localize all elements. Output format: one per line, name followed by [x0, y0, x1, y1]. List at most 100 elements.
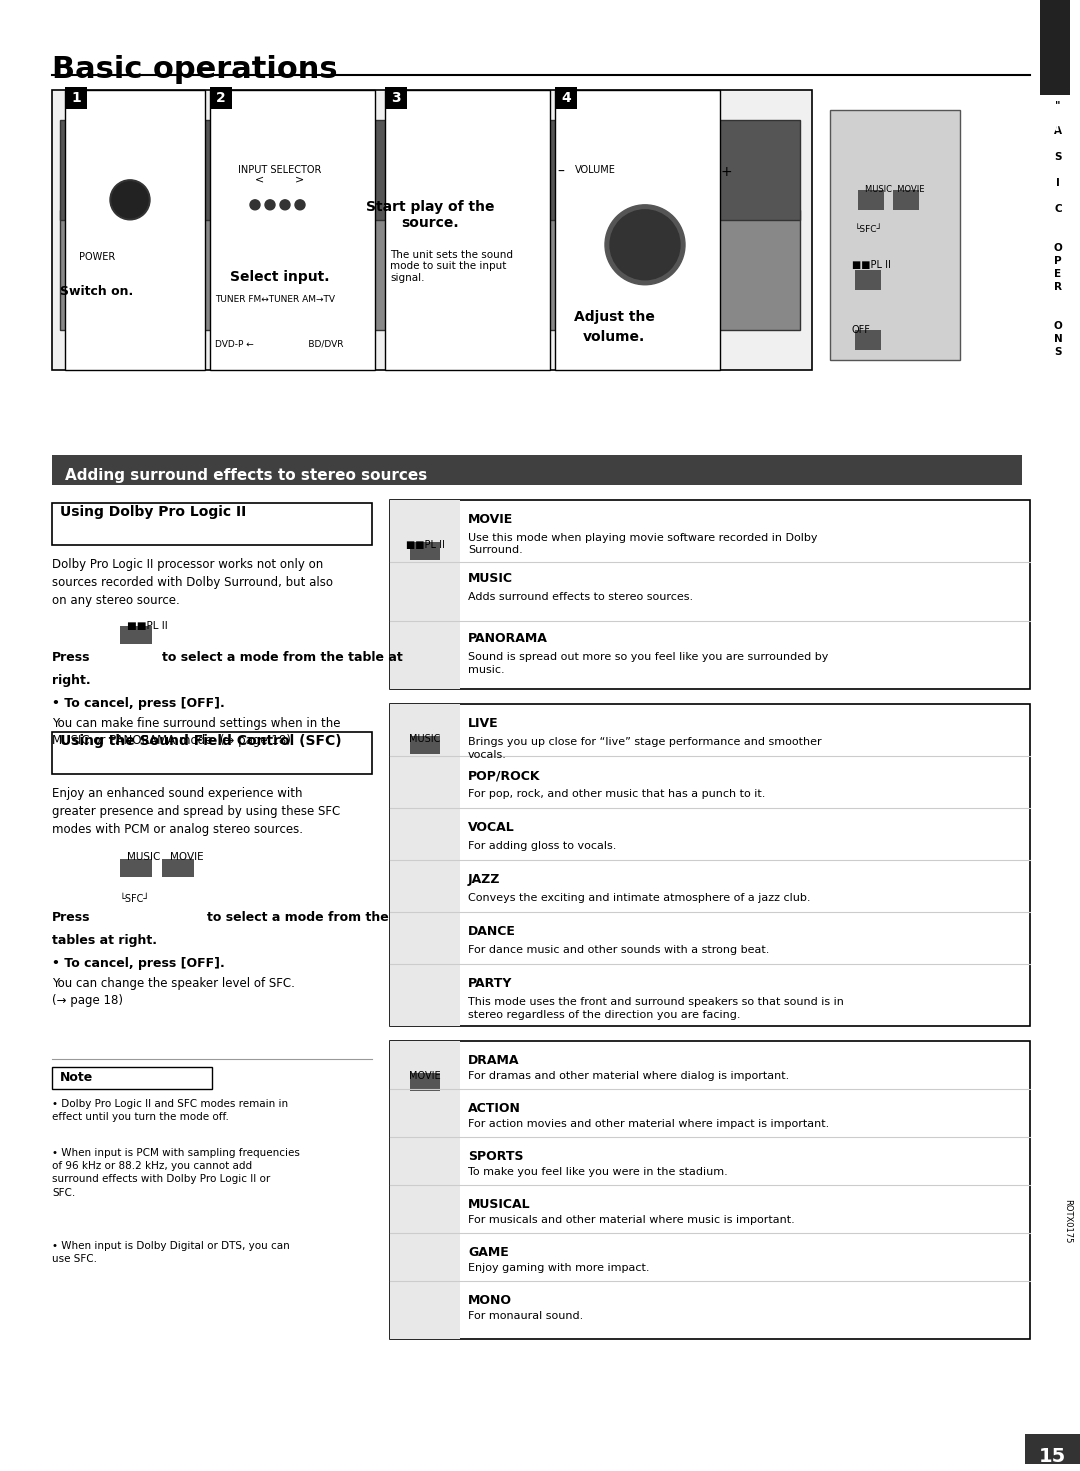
Text: Adds surround effects to stereo sources.: Adds surround effects to stereo sources. [468, 593, 693, 603]
Text: • To cancel, press [OFF].: • To cancel, press [OFF]. [52, 697, 225, 710]
Text: 4: 4 [562, 91, 571, 104]
Text: You can make fine surround settings when in the
MUSIC or PANORAMA mode. (→ page : You can make fine surround settings when… [52, 718, 340, 747]
FancyBboxPatch shape [384, 87, 407, 109]
Text: • To cancel, press [OFF].: • To cancel, press [OFF]. [52, 958, 225, 971]
FancyBboxPatch shape [555, 90, 720, 369]
FancyBboxPatch shape [410, 541, 440, 559]
Text: Using the Sound Field Control (SFC): Using the Sound Field Control (SFC) [60, 734, 341, 749]
Text: For pop, rock, and other music that has a punch to it.: For pop, rock, and other music that has … [468, 790, 766, 799]
Text: Basic operations: Basic operations [52, 54, 338, 84]
Text: You can change the speaker level of SFC.
(→ page 18): You can change the speaker level of SFC.… [52, 977, 295, 1008]
Text: O: O [1054, 243, 1063, 253]
Text: +: + [720, 165, 731, 179]
Text: MUSIC: MUSIC [127, 852, 160, 862]
Text: Adjust the: Adjust the [573, 310, 654, 324]
Text: TUNER FM↔TUNER AM→TV: TUNER FM↔TUNER AM→TV [215, 294, 335, 303]
FancyBboxPatch shape [65, 90, 205, 369]
Text: MONO: MONO [468, 1294, 512, 1306]
Text: • When input is PCM with sampling frequencies
of 96 kHz or 88.2 kHz, you cannot : • When input is PCM with sampling freque… [52, 1147, 300, 1197]
Text: GAME: GAME [468, 1246, 509, 1259]
Text: For dance music and other sounds with a strong beat.: For dance music and other sounds with a … [468, 946, 769, 955]
Text: MUSIC: MUSIC [468, 572, 513, 585]
FancyBboxPatch shape [1040, 0, 1070, 96]
Text: Sound is spread out more so you feel like you are surrounded by
music.: Sound is spread out more so you feel lik… [468, 653, 828, 675]
FancyBboxPatch shape [120, 859, 152, 877]
Text: • Dolby Pro Logic II and SFC modes remain in
effect until you turn the mode off.: • Dolby Pro Logic II and SFC modes remai… [52, 1099, 288, 1122]
Text: O: O [1054, 321, 1063, 331]
Text: DANCE: DANCE [468, 925, 516, 938]
FancyBboxPatch shape [410, 1072, 440, 1091]
FancyBboxPatch shape [52, 503, 372, 544]
FancyBboxPatch shape [52, 455, 1022, 484]
Text: For action movies and other material where impact is important.: For action movies and other material whe… [468, 1119, 829, 1130]
Text: To make you feel like you were in the stadium.: To make you feel like you were in the st… [468, 1167, 728, 1177]
Text: Note: Note [60, 1071, 93, 1084]
Text: ■■PL II: ■■PL II [127, 621, 167, 631]
Text: 1: 1 [71, 91, 81, 104]
Text: MUSIC: MUSIC [409, 734, 441, 744]
Text: 15: 15 [1038, 1447, 1066, 1465]
FancyBboxPatch shape [855, 269, 881, 290]
Text: Start play of the
source.: Start play of the source. [366, 200, 495, 229]
FancyBboxPatch shape [831, 110, 960, 360]
Text: Enjoy gaming with more impact.: Enjoy gaming with more impact. [468, 1264, 649, 1272]
FancyBboxPatch shape [65, 87, 87, 109]
FancyBboxPatch shape [390, 500, 460, 690]
FancyBboxPatch shape [390, 705, 1030, 1027]
Text: └SFC┘: └SFC┘ [120, 894, 150, 905]
FancyBboxPatch shape [162, 859, 194, 877]
Text: └SFC┘: └SFC┘ [855, 225, 882, 234]
FancyBboxPatch shape [60, 121, 800, 219]
FancyBboxPatch shape [893, 190, 919, 210]
Text: SPORTS: SPORTS [468, 1150, 524, 1164]
Text: MUSICAL: MUSICAL [468, 1197, 530, 1211]
Text: N: N [1054, 334, 1063, 344]
Text: For adding gloss to vocals.: For adding gloss to vocals. [468, 841, 617, 852]
FancyBboxPatch shape [390, 1041, 1030, 1339]
FancyBboxPatch shape [390, 705, 460, 1027]
FancyBboxPatch shape [52, 733, 372, 774]
Circle shape [265, 200, 275, 210]
Text: For dramas and other material where dialog is important.: For dramas and other material where dial… [468, 1071, 789, 1081]
Text: POP/ROCK: POP/ROCK [468, 769, 540, 783]
FancyBboxPatch shape [555, 87, 577, 109]
Text: E: E [1054, 269, 1062, 279]
Text: Conveys the exciting and intimate atmosphere of a jazz club.: Conveys the exciting and intimate atmosp… [468, 893, 810, 903]
Text: MOVIE: MOVIE [170, 852, 204, 862]
Text: Brings you up close for “live” stage performance and smoother
vocals.: Brings you up close for “live” stage per… [468, 737, 822, 759]
Text: ": " [1055, 100, 1061, 110]
Text: 3: 3 [391, 91, 401, 104]
Text: Enjoy an enhanced sound experience with
greater presence and spread by using the: Enjoy an enhanced sound experience with … [52, 787, 340, 837]
Circle shape [295, 200, 305, 210]
FancyBboxPatch shape [390, 1041, 460, 1339]
Text: ■■PL II: ■■PL II [852, 260, 891, 269]
Text: MOVIE: MOVIE [468, 512, 513, 525]
Text: P: P [1054, 256, 1062, 266]
Text: ROTX0175: ROTX0175 [1064, 1199, 1072, 1243]
Text: MUSIC  MOVIE: MUSIC MOVIE [865, 185, 924, 194]
Text: S: S [1054, 152, 1062, 162]
Text: VOCAL: VOCAL [468, 821, 515, 834]
FancyBboxPatch shape [384, 90, 550, 369]
Text: ■■PL II: ■■PL II [406, 540, 445, 550]
Text: N: N [1051, 124, 1059, 132]
Text: LIVE: LIVE [468, 718, 499, 731]
Text: INPUT SELECTOR: INPUT SELECTOR [239, 165, 322, 175]
Text: C: C [1054, 204, 1062, 213]
Text: PANORAMA: PANORAMA [468, 633, 548, 646]
Text: to select a mode from the table at: to select a mode from the table at [162, 652, 403, 665]
Text: S: S [1054, 347, 1062, 356]
Text: OFF: OFF [852, 325, 870, 335]
FancyBboxPatch shape [60, 210, 800, 330]
Text: DRAMA: DRAMA [468, 1055, 519, 1066]
Text: Press: Press [52, 911, 91, 924]
Circle shape [110, 179, 150, 219]
FancyBboxPatch shape [120, 627, 152, 644]
Text: This mode uses the front and surround speakers so that sound is in
stereo regard: This mode uses the front and surround sp… [468, 997, 843, 1019]
Text: Use this mode when playing movie software recorded in Dolby
Surround.: Use this mode when playing movie softwar… [468, 533, 818, 555]
FancyBboxPatch shape [52, 90, 812, 369]
Text: DVD-P ←                   BD/DVR: DVD-P ← BD/DVR [215, 340, 343, 349]
FancyBboxPatch shape [410, 737, 440, 755]
Text: to select a mode from the: to select a mode from the [207, 911, 389, 924]
Circle shape [610, 210, 680, 279]
